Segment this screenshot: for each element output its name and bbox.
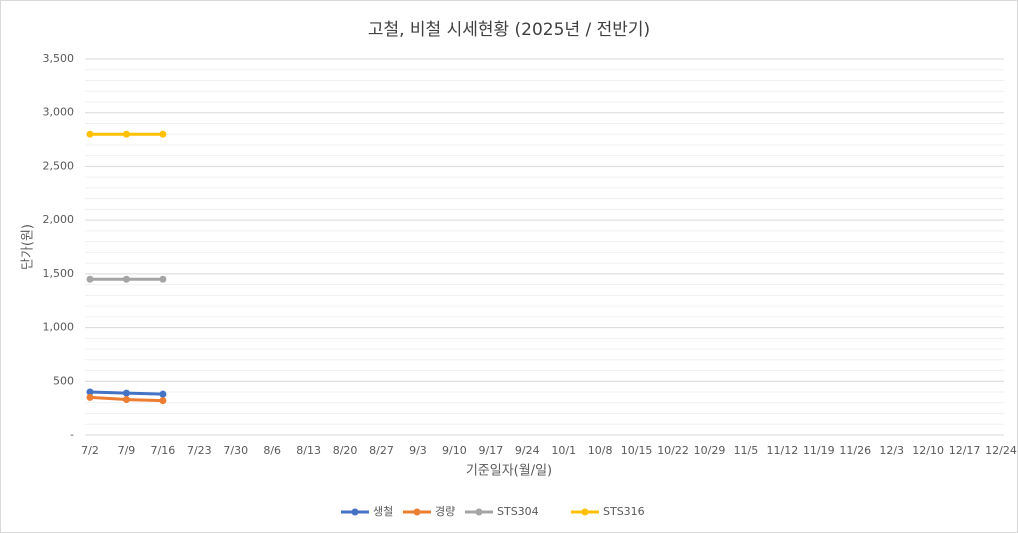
- x-tick-label: 11/26: [839, 444, 871, 457]
- x-tick-label: 12/24: [985, 444, 1017, 457]
- legend-label: 경량: [435, 505, 455, 518]
- y-tick-label: 2,000: [43, 213, 75, 226]
- x-tick-label: 10/22: [657, 444, 689, 457]
- y-tick-label: -: [70, 428, 74, 441]
- point: [122, 396, 130, 404]
- x-axis-title: 기준일자(월/일): [466, 464, 552, 479]
- x-tick-label: 8/13: [296, 444, 321, 457]
- x-tick-label: 7/23: [187, 444, 212, 457]
- point: [86, 388, 94, 396]
- x-tick-label: 7/9: [118, 444, 136, 457]
- x-tick-label: 10/15: [621, 444, 653, 457]
- x-tick-label: 12/3: [879, 444, 904, 457]
- y-tick-label: 3,500: [43, 52, 75, 65]
- point: [159, 390, 167, 398]
- point: [159, 397, 167, 405]
- x-tick-label: 9/10: [442, 444, 467, 457]
- y-tick-label: 1,500: [43, 267, 75, 280]
- x-tick-label: 10/8: [588, 444, 613, 457]
- y-tick-label: 3,000: [43, 106, 75, 119]
- legend-marker: [475, 508, 483, 516]
- x-tick-label: 10/1: [551, 444, 576, 457]
- x-tick-label: 8/27: [369, 444, 394, 457]
- legend-marker: [581, 508, 589, 516]
- y-tick-label: 500: [53, 374, 74, 387]
- x-tick-label: 11/12: [767, 444, 799, 457]
- chart-title: 고철, 비철 시세현황 (2025년 / 전반기): [368, 20, 650, 40]
- legend-marker: [351, 508, 359, 516]
- legend-marker: [413, 508, 421, 516]
- point: [122, 275, 130, 283]
- legend-label: 생철: [373, 505, 393, 518]
- x-tick-label: 9/24: [515, 444, 540, 457]
- y-tick-label: 1,000: [43, 321, 75, 334]
- x-tick-label: 10/29: [694, 444, 726, 457]
- x-tick-label: 8/20: [333, 444, 358, 457]
- y-tick-label: 2,500: [43, 159, 75, 172]
- point: [86, 275, 94, 283]
- x-tick-label: 7/30: [223, 444, 248, 457]
- x-tick-label: 7/2: [81, 444, 99, 457]
- x-tick-label: 11/19: [803, 444, 835, 457]
- x-tick-label: 8/6: [263, 444, 281, 457]
- x-tick-label: 7/16: [151, 444, 176, 457]
- point: [122, 130, 130, 138]
- point: [159, 275, 167, 283]
- point: [86, 130, 94, 138]
- point: [122, 389, 130, 397]
- legend-label: STS316: [603, 505, 645, 518]
- x-tick-label: 11/5: [734, 444, 759, 457]
- x-tick-label: 12/10: [912, 444, 944, 457]
- legend-label: STS304: [497, 505, 539, 518]
- y-axis-title: 단가(원): [21, 224, 36, 270]
- x-tick-label: 9/3: [409, 444, 427, 457]
- x-tick-label: 12/17: [949, 444, 981, 457]
- point: [159, 130, 167, 138]
- x-tick-label: 9/17: [478, 444, 503, 457]
- point: [86, 393, 94, 401]
